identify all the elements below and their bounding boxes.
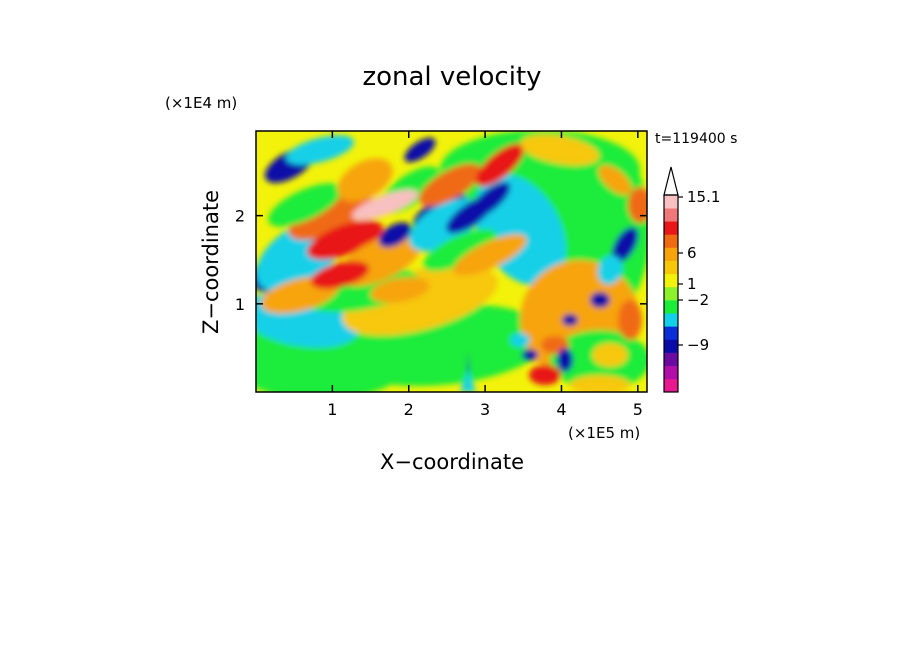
x-tick-label: 1 xyxy=(327,400,337,419)
field-blob xyxy=(557,348,573,372)
x-axis: 1 2 3 4 5 xyxy=(327,131,643,419)
field-blob xyxy=(307,220,383,260)
colorbar-swatch xyxy=(664,195,678,209)
field-blob xyxy=(570,375,630,392)
field-spike xyxy=(460,370,476,392)
colorbar-swatch xyxy=(664,234,678,248)
colorbar-label: 1 xyxy=(687,275,697,293)
field-blob xyxy=(423,228,497,272)
colorbar-swatch xyxy=(664,260,678,275)
colorbar-swatch xyxy=(664,286,678,301)
field-blob xyxy=(268,183,342,227)
colorbar-swatch xyxy=(664,326,678,340)
plot-frame xyxy=(255,130,648,393)
y-axis: 12 xyxy=(235,207,647,314)
colorbar-swatch xyxy=(664,313,678,327)
field-blob xyxy=(475,143,525,187)
field-blob xyxy=(611,226,639,264)
colorbar-swatch xyxy=(664,300,678,314)
x-multiplier-label: (×1E5 m) xyxy=(568,424,640,442)
field-blob xyxy=(510,333,530,347)
colorbar-swatch xyxy=(664,221,678,235)
field-blob xyxy=(522,349,538,361)
colorbar-label: 6 xyxy=(687,244,697,262)
colorbar-swatch xyxy=(664,339,678,353)
colorbar-extend-arrow xyxy=(663,166,679,196)
colorbar-label: −9 xyxy=(687,336,709,354)
colorbar-swatch xyxy=(664,247,678,261)
field-blob xyxy=(598,165,632,195)
field-blob xyxy=(337,158,393,202)
y-axis-label: Z−coordinate xyxy=(199,190,223,334)
colorbar-swatch xyxy=(664,378,678,393)
field-blob xyxy=(469,182,511,218)
field-blob xyxy=(592,343,628,367)
colorbar: 15.1 6 1−2 −9 xyxy=(663,166,720,393)
time-label: t=119400 s xyxy=(655,131,737,147)
x-tick-label: 2 xyxy=(404,400,414,419)
y-tick-label: 1 xyxy=(235,295,245,314)
field-blob xyxy=(590,292,610,308)
field-blob xyxy=(310,261,370,289)
colorbar-swatch xyxy=(664,273,678,288)
field-blob xyxy=(286,135,354,165)
field-blob xyxy=(288,189,372,241)
field-blob xyxy=(562,314,578,326)
field-blob xyxy=(351,189,419,221)
colorbar-swatch xyxy=(664,352,678,367)
colorbar-swatch xyxy=(664,208,678,222)
field-blob xyxy=(378,222,412,248)
contour-field xyxy=(256,131,647,392)
field-blob xyxy=(404,137,436,163)
field-blob xyxy=(597,255,623,285)
field-blob xyxy=(370,277,430,303)
x-tick-label: 4 xyxy=(556,400,566,419)
x-axis-label: X−coordinate xyxy=(380,450,524,474)
x-tick-label: 3 xyxy=(480,400,490,419)
y-multiplier-label: (×1E4 m) xyxy=(165,94,237,112)
y-tick-label: 2 xyxy=(235,207,245,226)
field-blob xyxy=(418,163,482,207)
colorbar-frame xyxy=(663,194,679,393)
colorbar-label: 15.1 xyxy=(687,188,720,206)
chart-title: zonal velocity xyxy=(362,62,541,92)
field-blob xyxy=(529,365,561,385)
field-blob xyxy=(453,234,527,276)
field-blob xyxy=(628,187,647,223)
field-blob xyxy=(520,134,600,166)
field-blob xyxy=(618,300,642,340)
colorbar-swatch xyxy=(664,365,678,380)
colorbar-label: −2 xyxy=(687,291,709,309)
x-tick-label: 5 xyxy=(633,400,643,419)
